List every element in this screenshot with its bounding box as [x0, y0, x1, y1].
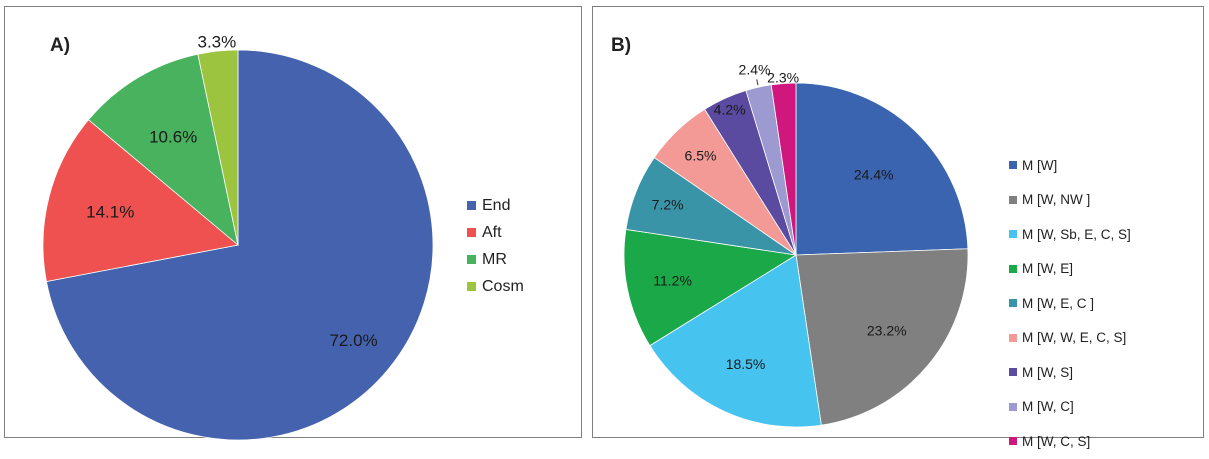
legend-swatch	[1009, 230, 1017, 239]
legend-label: M [W, S]	[1022, 364, 1074, 380]
legend-label: M [W, E]	[1022, 261, 1074, 277]
slice-data-label: 2.3%	[767, 69, 799, 85]
legend-item: MR	[467, 246, 524, 273]
legend-item: M [W]	[1009, 148, 1131, 183]
pie-slice-4	[197, 49, 239, 246]
slice-data-label: 7.2%	[652, 196, 684, 212]
legend-swatch	[467, 201, 476, 210]
pie-slice-9	[770, 82, 797, 256]
legend-item: M [W, E, C ]	[1009, 286, 1131, 321]
legend-item: M [W, Sb, E, C, S]	[1009, 217, 1131, 252]
slice-data-label: 14.1%	[86, 202, 134, 221]
legend-label: Cosm	[482, 277, 524, 295]
legend-swatch	[467, 282, 476, 291]
legend-label: M [W, NW ]	[1022, 192, 1091, 208]
legend-label: M [W, E, C ]	[1022, 295, 1095, 311]
legend-swatch	[1009, 402, 1017, 411]
pie-slice-2	[795, 248, 969, 426]
pie-slice-3	[649, 254, 822, 428]
slice-data-label: 11.2%	[653, 272, 692, 288]
legend-item: M [W, S]	[1009, 355, 1131, 390]
slice-data-label: 72.0%	[329, 331, 377, 350]
slice-data-label: 6.5%	[685, 147, 717, 163]
legend-swatch	[467, 255, 476, 264]
pie-b-svg: 24.4% 23.2% 18.5% 11.2% 7.2% 6.5% 4.2% 2.4%2.3%	[623, 62, 969, 428]
slice-data-label: 18.5%	[726, 356, 766, 372]
pie-slice-2	[42, 119, 239, 283]
legend-swatch	[1009, 299, 1017, 308]
legend-swatch	[467, 228, 476, 237]
legend-item: M [W, NW ]	[1009, 183, 1131, 218]
legend-swatch	[1009, 368, 1017, 377]
legend-item: M [W, E]	[1009, 252, 1131, 287]
legend-item: Cosm	[467, 273, 524, 300]
label-leader-line	[756, 79, 759, 86]
legend-a: End Aft MR Cosm	[467, 192, 524, 300]
pie-chart-b: B) 24.4% 23.2% 18.5% 11.2% 7.2% 6.5% 4.2% 2.4% 2…	[592, 6, 1204, 449]
slice-data-label: 10.6%	[149, 127, 197, 146]
legend-b: M [W] M [W, NW ] M [W, Sb, E, C, S] M [W, E…	[1009, 148, 1131, 459]
panel-label-a: A)	[50, 35, 71, 56]
slice-data-label: 2.4%	[739, 62, 771, 78]
pie-slice-1	[45, 49, 434, 441]
slice-data-label: 23.2%	[867, 322, 907, 338]
legend-swatch	[1009, 333, 1017, 342]
legend-label: M [W, W, E, C, S]	[1022, 330, 1127, 346]
legend-label: Aft	[482, 223, 502, 241]
legend-item: M [W, C, S]	[1009, 424, 1131, 459]
pie-a-svg: 72.0% 14.1% 10.6% 3.3%	[42, 33, 434, 441]
legend-label: M [W, C, S]	[1022, 433, 1091, 449]
legend-item: End	[467, 192, 524, 219]
legend-label: M [W, Sb, E, C, S]	[1022, 226, 1131, 242]
slice-data-label: 3.3%	[198, 33, 237, 52]
legend-swatch	[1009, 437, 1017, 446]
legend-swatch	[1009, 161, 1017, 170]
legend-label: MR	[482, 250, 507, 268]
pie-slice-4	[623, 228, 798, 347]
legend-label: M [W]	[1022, 157, 1058, 173]
legend-item: M [W, W, E, C, S]	[1009, 321, 1131, 356]
pie-slice-3	[87, 53, 239, 247]
slice-data-label: 4.2%	[714, 101, 746, 117]
legend-swatch	[1009, 264, 1017, 273]
legend-item: Aft	[467, 219, 524, 246]
panel-label-b: B)	[611, 35, 632, 56]
legend-label: M [W, C]	[1022, 399, 1074, 415]
legend-swatch	[1009, 195, 1017, 204]
legend-label: End	[482, 196, 511, 214]
pie-slice-1	[795, 82, 969, 256]
slice-data-label: 24.4%	[854, 166, 894, 182]
legend-item: M [W, C]	[1009, 390, 1131, 425]
pie-chart-a: A) 72.0% 14.1% 10.6% 3.3% End Aft MR Cosm	[4, 6, 582, 441]
